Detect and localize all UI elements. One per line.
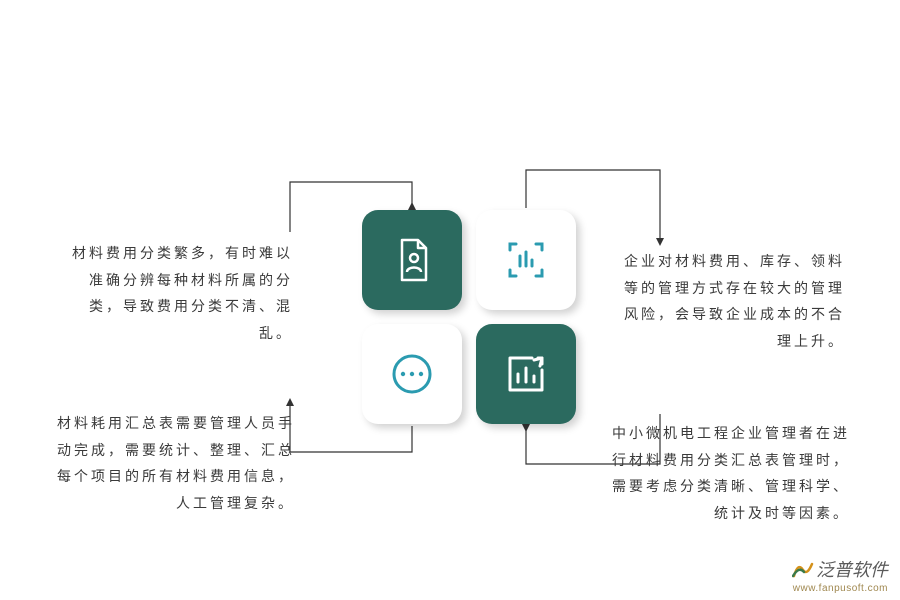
- text-top-left: 材料费用分类繁多，有时难以准确分辨每种材料所属的分类，导致费用分类不清、混乱。: [58, 240, 293, 346]
- logo-text: 泛普软件: [816, 560, 888, 580]
- logo-url: www.fanpusoft.com: [792, 583, 888, 594]
- dots-icon: [388, 350, 436, 398]
- tile-top-right: [476, 210, 576, 310]
- text-bottom-right: 中小微机电工程企业管理者在进行材料费用分类汇总表管理时，需要考虑分类清晰、管理科…: [600, 420, 850, 526]
- logo-icon: [792, 560, 814, 583]
- text-top-right: 企业对材料费用、库存、领料等的管理方式存在较大的管理风险，会导致企业成本的不合理…: [610, 248, 845, 354]
- tile-bottom-left: [362, 324, 462, 424]
- tile-top-left: [362, 210, 462, 310]
- bar-out-icon: [502, 350, 550, 398]
- brand-logo: 泛普软件 www.fanpusoft.com: [792, 556, 888, 594]
- tile-bottom-right: [476, 324, 576, 424]
- text-bottom-left: 材料耗用汇总表需要管理人员手动完成，需要统计、整理、汇总每个项目的所有材料费用信…: [45, 410, 295, 516]
- diagram-canvas: 材料费用分类繁多，有时难以准确分辨每种材料所属的分类，导致费用分类不清、混乱。 …: [0, 0, 900, 600]
- doc-person-icon: [388, 236, 436, 284]
- bar-scan-icon: [502, 236, 550, 284]
